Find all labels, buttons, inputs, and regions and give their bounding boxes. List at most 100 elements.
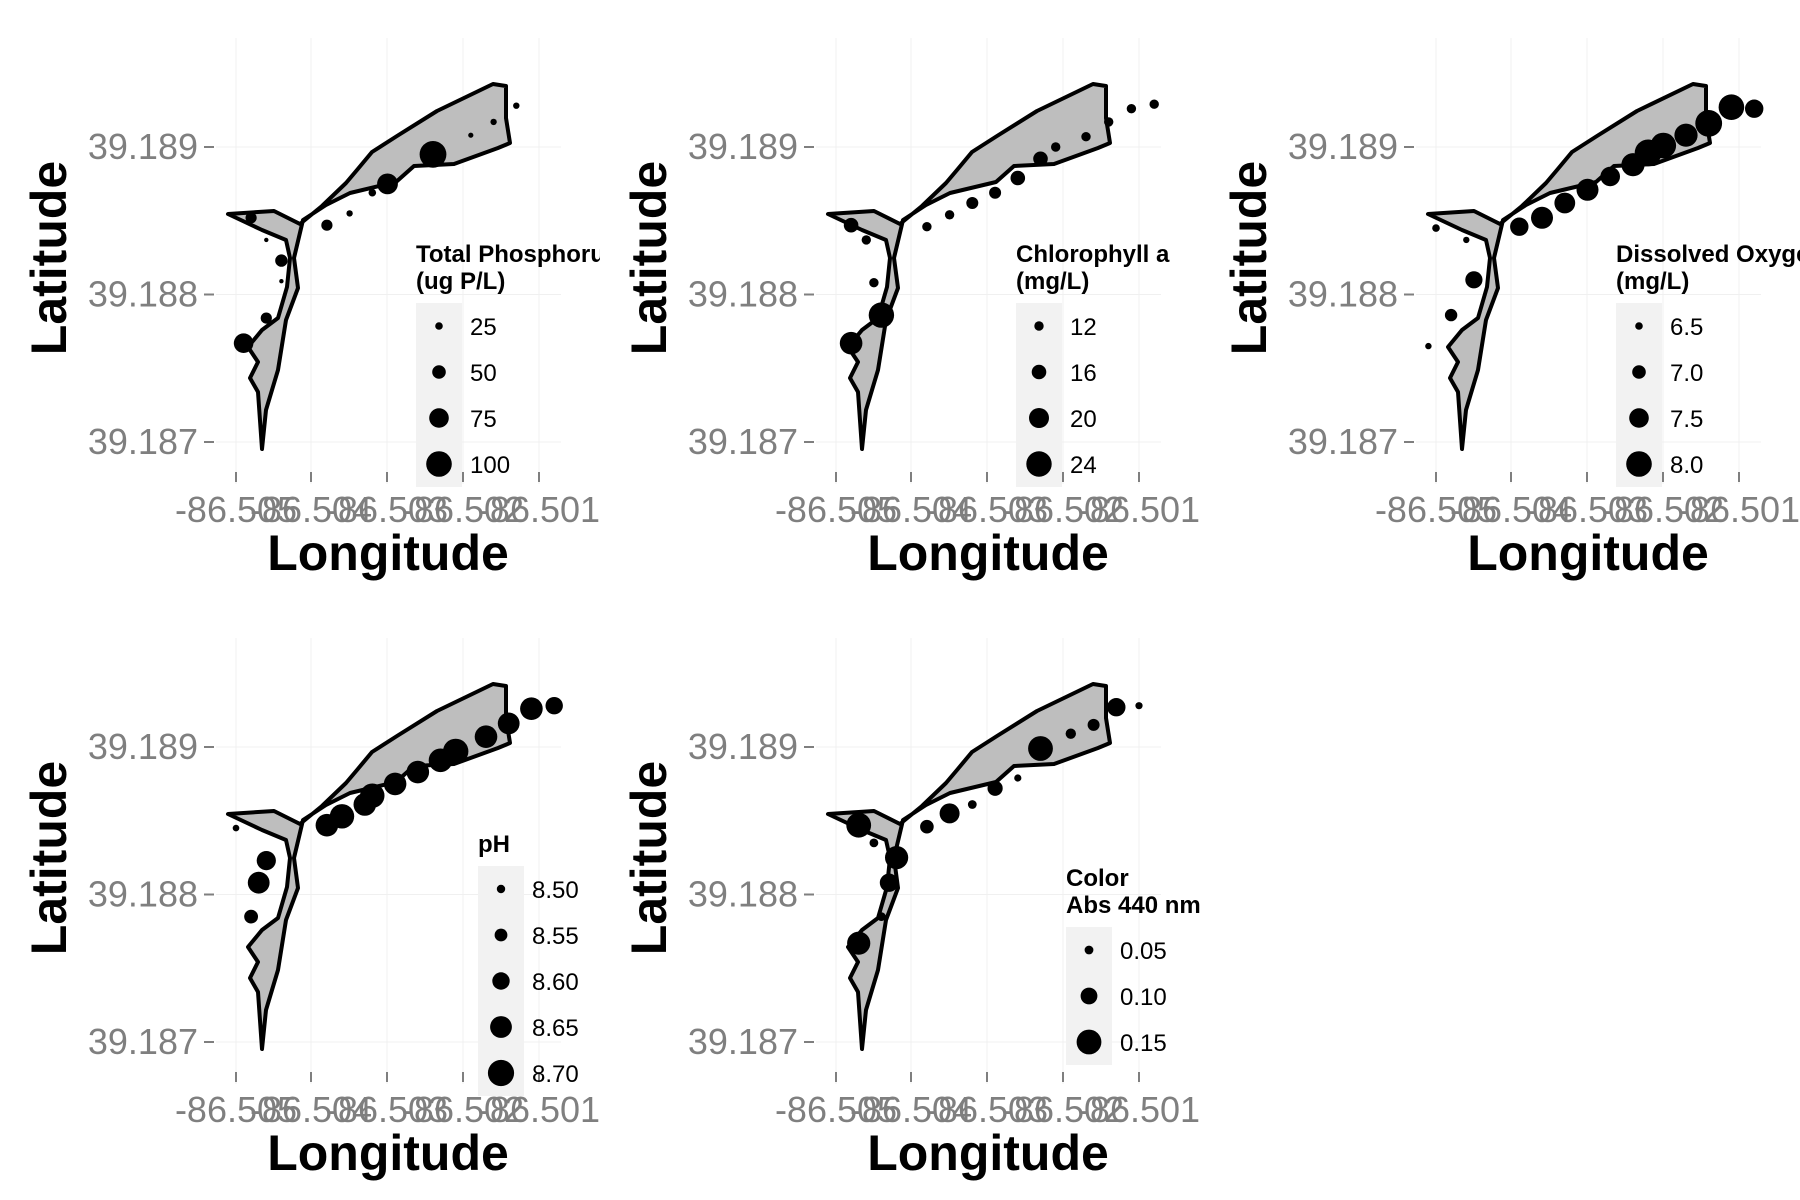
legend-label: 20 xyxy=(1070,406,1097,433)
map-plot-svg: 39.18739.18839.189-86.505-86.504-86.503-… xyxy=(1221,38,1800,581)
data-point xyxy=(1695,110,1723,137)
lake-outline xyxy=(1426,82,1712,451)
data-point xyxy=(1081,132,1091,142)
data-point xyxy=(1465,271,1483,289)
x-tick-label: -86.502 xyxy=(1002,489,1124,530)
y-axis-title: Latitude xyxy=(621,761,677,955)
x-tick-label: -86.502 xyxy=(1002,1089,1124,1130)
x-axis-title: Longitude xyxy=(267,1125,509,1181)
legend-label: 8.60 xyxy=(532,969,579,996)
y-tick-label: 39.189 xyxy=(88,126,198,167)
data-point xyxy=(545,697,563,715)
legend-symbol xyxy=(1076,1029,1102,1055)
legend-title: Color xyxy=(1066,865,1129,892)
data-point xyxy=(419,141,447,168)
legend-title: pH xyxy=(478,831,510,858)
y-tick-label: 39.189 xyxy=(88,726,198,767)
x-tick-label: -86.503 xyxy=(326,489,448,530)
y-tick-label: 39.187 xyxy=(688,421,798,462)
data-point xyxy=(260,312,272,324)
y-tick-label: 39.189 xyxy=(1288,126,1398,167)
x-tick-label: -86.502 xyxy=(1602,489,1724,530)
data-point xyxy=(232,824,240,832)
x-tick-label: -86.505 xyxy=(175,489,297,530)
legend-label: 8.65 xyxy=(532,1015,579,1042)
legend-label: 0.15 xyxy=(1120,1030,1167,1057)
data-point xyxy=(279,279,284,284)
data-point xyxy=(321,219,333,231)
data-point xyxy=(1051,142,1061,152)
data-point xyxy=(1087,718,1100,731)
data-point xyxy=(1576,178,1599,201)
legend-symbol xyxy=(1034,321,1044,331)
legend-symbol xyxy=(429,408,449,428)
y-tick-label: 39.187 xyxy=(688,1021,798,1062)
map-plot-svg: 39.18739.18839.189-86.505-86.504-86.503-… xyxy=(21,638,600,1181)
data-point xyxy=(920,819,934,834)
x-axis-title: Longitude xyxy=(867,525,1109,581)
data-point xyxy=(861,235,871,245)
legend-title: (ug P/L) xyxy=(416,268,505,295)
data-point xyxy=(846,812,872,838)
data-point xyxy=(233,333,254,354)
data-point xyxy=(1531,206,1553,229)
legend-title: Total Phosphorus xyxy=(416,241,600,268)
data-point xyxy=(377,173,398,195)
data-point xyxy=(939,803,960,824)
data-point xyxy=(1745,99,1764,118)
legend-label: 100 xyxy=(470,452,510,479)
legend-symbol xyxy=(487,1059,515,1087)
data-point xyxy=(1033,151,1048,167)
legend-symbol xyxy=(1629,408,1649,428)
legend-symbol xyxy=(1635,322,1643,330)
data-point xyxy=(1510,217,1529,236)
x-tick-label: -86.503 xyxy=(1526,489,1648,530)
legend-label: 0.05 xyxy=(1120,938,1167,965)
data-point xyxy=(474,725,498,748)
y-axis-title: Latitude xyxy=(1221,161,1277,355)
y-tick-label: 39.188 xyxy=(688,274,798,315)
data-point xyxy=(1107,698,1126,717)
data-point xyxy=(869,838,879,848)
legend-symbol xyxy=(496,884,506,894)
x-tick-label: -86.503 xyxy=(926,1089,1048,1130)
map-panel-4: 39.187 39.188 39.189 -86.505 -86.504 -86.503-… xyxy=(0,600,600,1200)
data-point xyxy=(989,186,1002,199)
legend-symbol xyxy=(492,972,510,990)
data-point xyxy=(1650,132,1677,159)
x-tick-label: -86.503 xyxy=(326,1089,448,1130)
y-tick-label: 39.187 xyxy=(88,1021,198,1062)
data-point xyxy=(329,804,355,829)
x-tick-label: -86.501 xyxy=(1678,489,1800,530)
legend-symbol xyxy=(1026,451,1052,477)
data-point xyxy=(843,217,859,233)
data-point xyxy=(244,909,258,924)
legend-label: 25 xyxy=(470,314,497,341)
data-point xyxy=(468,132,474,138)
data-point xyxy=(1554,192,1576,214)
map-panel-3: 39.187 39.188 39.189 -86.505 -86.504 -86.503-… xyxy=(1200,0,1800,600)
data-point xyxy=(879,873,899,892)
data-point xyxy=(443,738,469,765)
y-tick-label: 39.188 xyxy=(88,274,198,315)
legend-label: 24 xyxy=(1070,452,1097,479)
data-point xyxy=(368,188,377,197)
legend-symbol xyxy=(432,365,446,379)
x-tick-label: -86.504 xyxy=(850,1089,972,1130)
map-plot-svg: 39.18739.18839.189-86.505-86.504-86.503-… xyxy=(621,38,1200,581)
data-point xyxy=(1065,728,1076,739)
x-tick-label: -86.501 xyxy=(1078,489,1200,530)
data-point xyxy=(1149,99,1159,109)
map-panel-5: 39.187 39.188 39.189 -86.505 -86.504 -86.503-… xyxy=(600,600,1200,1200)
lake-outline xyxy=(226,682,512,1051)
x-tick-label: -86.504 xyxy=(1450,489,1572,530)
legend-label: 8.0 xyxy=(1670,452,1703,479)
data-point xyxy=(497,712,520,735)
y-tick-label: 39.188 xyxy=(88,874,198,915)
y-tick-label: 39.187 xyxy=(1288,421,1398,462)
x-tick-label: -86.504 xyxy=(250,489,372,530)
legend-label: 8.70 xyxy=(532,1061,579,1088)
legend-label: 7.5 xyxy=(1670,406,1703,433)
legend-symbol xyxy=(494,928,508,942)
